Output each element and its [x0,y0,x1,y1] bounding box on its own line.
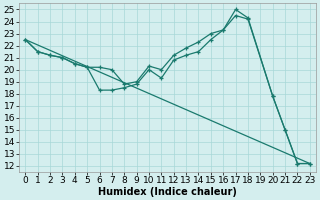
X-axis label: Humidex (Indice chaleur): Humidex (Indice chaleur) [98,187,237,197]
